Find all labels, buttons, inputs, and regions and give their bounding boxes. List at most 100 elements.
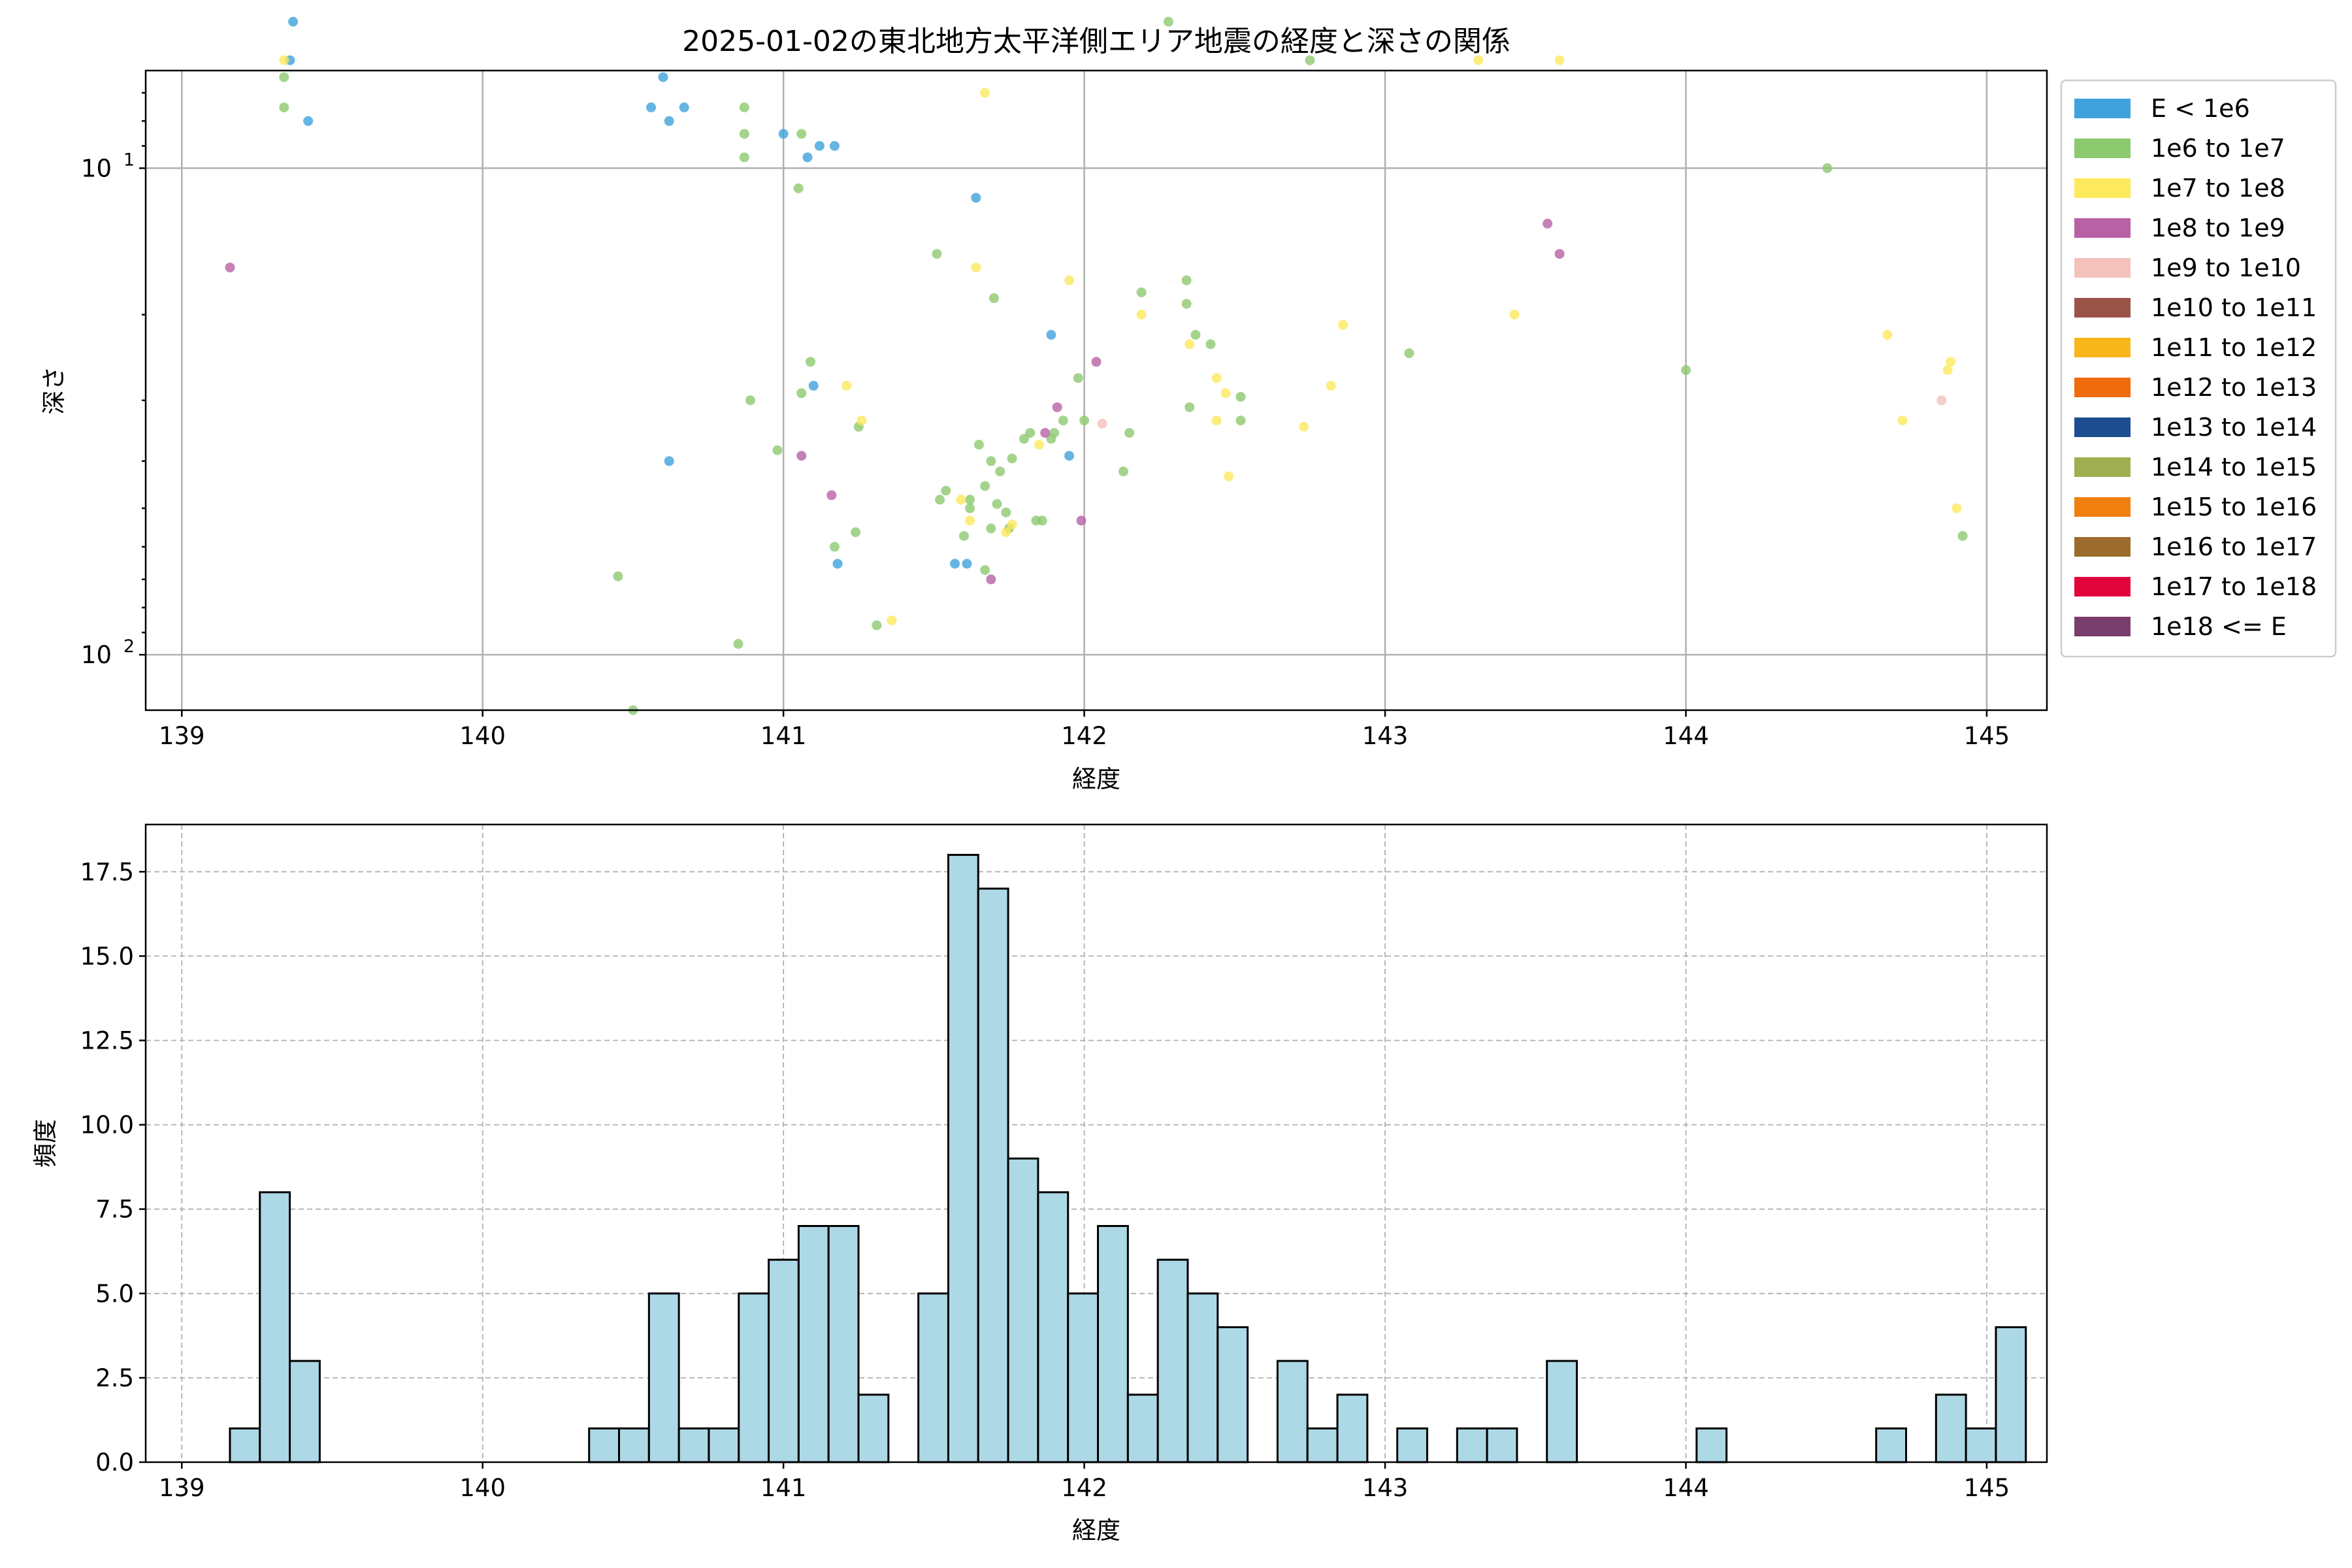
scatter-point xyxy=(932,249,942,259)
scatter-point xyxy=(829,140,840,151)
histogram-bars xyxy=(229,853,2027,1463)
scatter-point xyxy=(1164,16,1174,27)
scatter-point xyxy=(739,152,749,163)
histogram-bar xyxy=(289,1360,321,1463)
scatter-point xyxy=(1184,402,1195,412)
scatter-point xyxy=(1299,421,1309,432)
scatter-point xyxy=(1936,395,1947,406)
scatter-point xyxy=(971,262,981,272)
histogram-bar xyxy=(1306,1427,1339,1463)
histogram-ytick-label: 17.5 xyxy=(80,858,134,886)
histogram-bar xyxy=(1695,1427,1728,1463)
scatter-point xyxy=(793,183,804,193)
scatter-point xyxy=(1181,299,1192,309)
legend-swatch xyxy=(2074,178,2131,198)
scatter-point xyxy=(1136,310,1147,320)
scatter-point xyxy=(1064,451,1075,461)
scatter-point xyxy=(1882,329,1893,340)
histogram-bar xyxy=(1995,1326,2027,1463)
legend-swatch xyxy=(2074,258,2131,278)
histogram-bar xyxy=(1126,1394,1159,1463)
legend-entry-label: 1e8 to 1e9 xyxy=(2151,214,2285,242)
scatter-point xyxy=(980,481,990,491)
scatter-ytick-exponent: 1 xyxy=(123,150,135,170)
legend-entry-label: 1e10 to 1e11 xyxy=(2151,293,2317,322)
legend-frame xyxy=(2060,79,2337,658)
scatter-point xyxy=(1064,275,1075,286)
histogram-xtick-label: 141 xyxy=(760,1474,807,1502)
scatter-point xyxy=(973,440,984,450)
histogram-bar xyxy=(797,1225,830,1463)
scatter-point xyxy=(796,129,807,139)
histogram-ytick-label: 7.5 xyxy=(95,1196,134,1224)
scatter-point xyxy=(986,574,996,585)
scatter-point xyxy=(1076,515,1086,526)
histogram-bar xyxy=(1456,1427,1488,1463)
scatter-point xyxy=(965,515,975,526)
scatter-point xyxy=(1091,357,1102,367)
scatter-point xyxy=(1037,515,1047,526)
legend-swatch xyxy=(2074,99,2131,118)
scatter-xtick-label: 143 xyxy=(1362,722,1409,750)
scatter-point xyxy=(814,140,825,151)
histogram-xtick-label: 140 xyxy=(459,1474,506,1502)
legend-entry-label: 1e13 to 1e14 xyxy=(2151,413,2317,442)
axes-layer xyxy=(139,69,2048,1469)
scatter-xtick-label: 142 xyxy=(1061,722,1107,750)
scatter-point xyxy=(679,102,689,112)
legend-entry-label: 1e9 to 1e10 xyxy=(2151,253,2301,282)
histogram-bar xyxy=(1067,1292,1100,1463)
histogram-bar xyxy=(1037,1191,1070,1463)
legend-entry-label: 1e11 to 1e12 xyxy=(2151,333,2317,362)
scatter-point xyxy=(829,542,840,552)
scatter-axes-frame xyxy=(144,69,2048,711)
histogram-ytick-label: 5.0 xyxy=(95,1280,134,1308)
scatter-point xyxy=(303,116,314,126)
scatter-ytick-label: 10 xyxy=(81,154,112,182)
histogram-xtick-label: 145 xyxy=(1964,1474,2010,1502)
scatter-point xyxy=(958,531,969,541)
scatter-point xyxy=(1224,471,1234,482)
histogram-bar xyxy=(738,1292,770,1463)
histogram-bar xyxy=(588,1427,621,1463)
scatter-point xyxy=(1034,440,1045,450)
scatter-point xyxy=(733,639,743,649)
scatter-point xyxy=(1019,434,1029,444)
histogram-bar xyxy=(1965,1427,1997,1463)
scatter-point xyxy=(950,559,960,569)
scatter-point xyxy=(1049,428,1060,438)
histogram-axes-frame xyxy=(144,823,2048,1463)
scatter-point xyxy=(935,495,945,505)
histogram-bar xyxy=(678,1427,710,1463)
histogram-bar xyxy=(947,853,979,1463)
scatter-point xyxy=(1946,357,1956,367)
scatter-point xyxy=(1235,391,1246,402)
legend-swatch xyxy=(2074,338,2131,357)
scatter-point xyxy=(796,388,807,399)
scatter-point xyxy=(1205,339,1216,350)
histogram-bar xyxy=(1875,1427,1908,1463)
legend-entry-label: 1e14 to 1e15 xyxy=(2151,453,2317,482)
legend-entry-label: 1e12 to 1e13 xyxy=(2151,373,2317,402)
legend-swatch xyxy=(2074,617,2131,636)
scatter-point xyxy=(1473,55,1484,65)
scatter-xtick-label: 140 xyxy=(459,722,506,750)
scatter-point xyxy=(1235,416,1246,426)
scatter-point xyxy=(1957,531,1968,541)
histogram-bar xyxy=(1186,1292,1219,1463)
scatter-point xyxy=(995,466,1005,477)
histogram-ylabel: 頻度 xyxy=(31,1119,59,1168)
legend-entry-label: 1e7 to 1e8 xyxy=(2151,174,2285,203)
scatter-point xyxy=(1058,416,1068,426)
scatter-point xyxy=(802,152,813,163)
histogram-bar xyxy=(917,1292,949,1463)
scatter-point xyxy=(962,559,972,569)
scatter-point xyxy=(941,485,951,496)
scatter-point xyxy=(1543,218,1553,229)
scatter-ytick-base: 10 xyxy=(81,154,112,182)
histogram-bar xyxy=(1217,1326,1249,1463)
histogram-xtick-label: 144 xyxy=(1663,1474,1709,1502)
scatter-points xyxy=(225,16,1968,715)
scatter-ytick-exponent: 2 xyxy=(123,636,135,657)
